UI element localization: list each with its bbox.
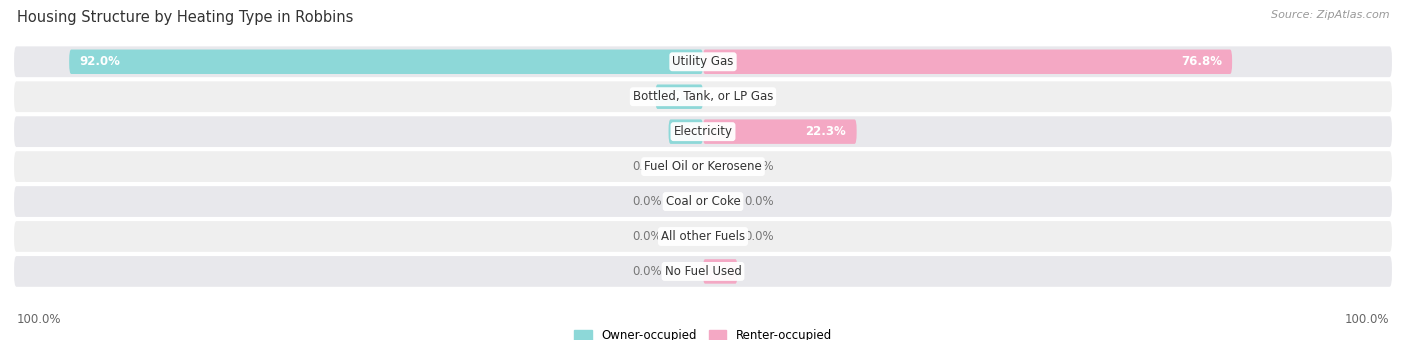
- FancyBboxPatch shape: [703, 259, 738, 284]
- Text: 1.2%: 1.2%: [673, 125, 707, 138]
- Text: 0.0%: 0.0%: [744, 90, 773, 103]
- Text: 0.0%: 0.0%: [633, 195, 662, 208]
- Text: 92.0%: 92.0%: [80, 55, 121, 68]
- Text: 0.0%: 0.0%: [633, 230, 662, 243]
- FancyBboxPatch shape: [669, 119, 703, 144]
- Text: Coal or Coke: Coal or Coke: [665, 195, 741, 208]
- Text: Housing Structure by Heating Type in Robbins: Housing Structure by Heating Type in Rob…: [17, 10, 353, 25]
- Text: 0.0%: 0.0%: [744, 195, 773, 208]
- Text: 0.0%: 0.0%: [744, 230, 773, 243]
- Text: 22.3%: 22.3%: [806, 125, 846, 138]
- Text: 0.0%: 0.0%: [744, 160, 773, 173]
- FancyBboxPatch shape: [14, 46, 1392, 77]
- Text: 6.9%: 6.9%: [661, 90, 693, 103]
- Text: Utility Gas: Utility Gas: [672, 55, 734, 68]
- FancyBboxPatch shape: [703, 50, 1232, 74]
- FancyBboxPatch shape: [703, 119, 856, 144]
- Text: Electricity: Electricity: [673, 125, 733, 138]
- Text: All other Fuels: All other Fuels: [661, 230, 745, 243]
- Text: 76.8%: 76.8%: [1181, 55, 1222, 68]
- FancyBboxPatch shape: [14, 221, 1392, 252]
- FancyBboxPatch shape: [14, 256, 1392, 287]
- Text: No Fuel Used: No Fuel Used: [665, 265, 741, 278]
- FancyBboxPatch shape: [655, 84, 703, 109]
- FancyBboxPatch shape: [14, 186, 1392, 217]
- FancyBboxPatch shape: [14, 116, 1392, 147]
- Text: 0.85%: 0.85%: [690, 265, 733, 278]
- Text: 100.0%: 100.0%: [1344, 313, 1389, 326]
- FancyBboxPatch shape: [14, 81, 1392, 112]
- Text: 0.0%: 0.0%: [633, 265, 662, 278]
- FancyBboxPatch shape: [14, 151, 1392, 182]
- Text: Fuel Oil or Kerosene: Fuel Oil or Kerosene: [644, 160, 762, 173]
- Text: Source: ZipAtlas.com: Source: ZipAtlas.com: [1271, 10, 1389, 20]
- Text: Bottled, Tank, or LP Gas: Bottled, Tank, or LP Gas: [633, 90, 773, 103]
- Text: 100.0%: 100.0%: [17, 313, 62, 326]
- FancyBboxPatch shape: [69, 50, 703, 74]
- Legend: Owner-occupied, Renter-occupied: Owner-occupied, Renter-occupied: [574, 329, 832, 340]
- Text: 0.0%: 0.0%: [633, 160, 662, 173]
